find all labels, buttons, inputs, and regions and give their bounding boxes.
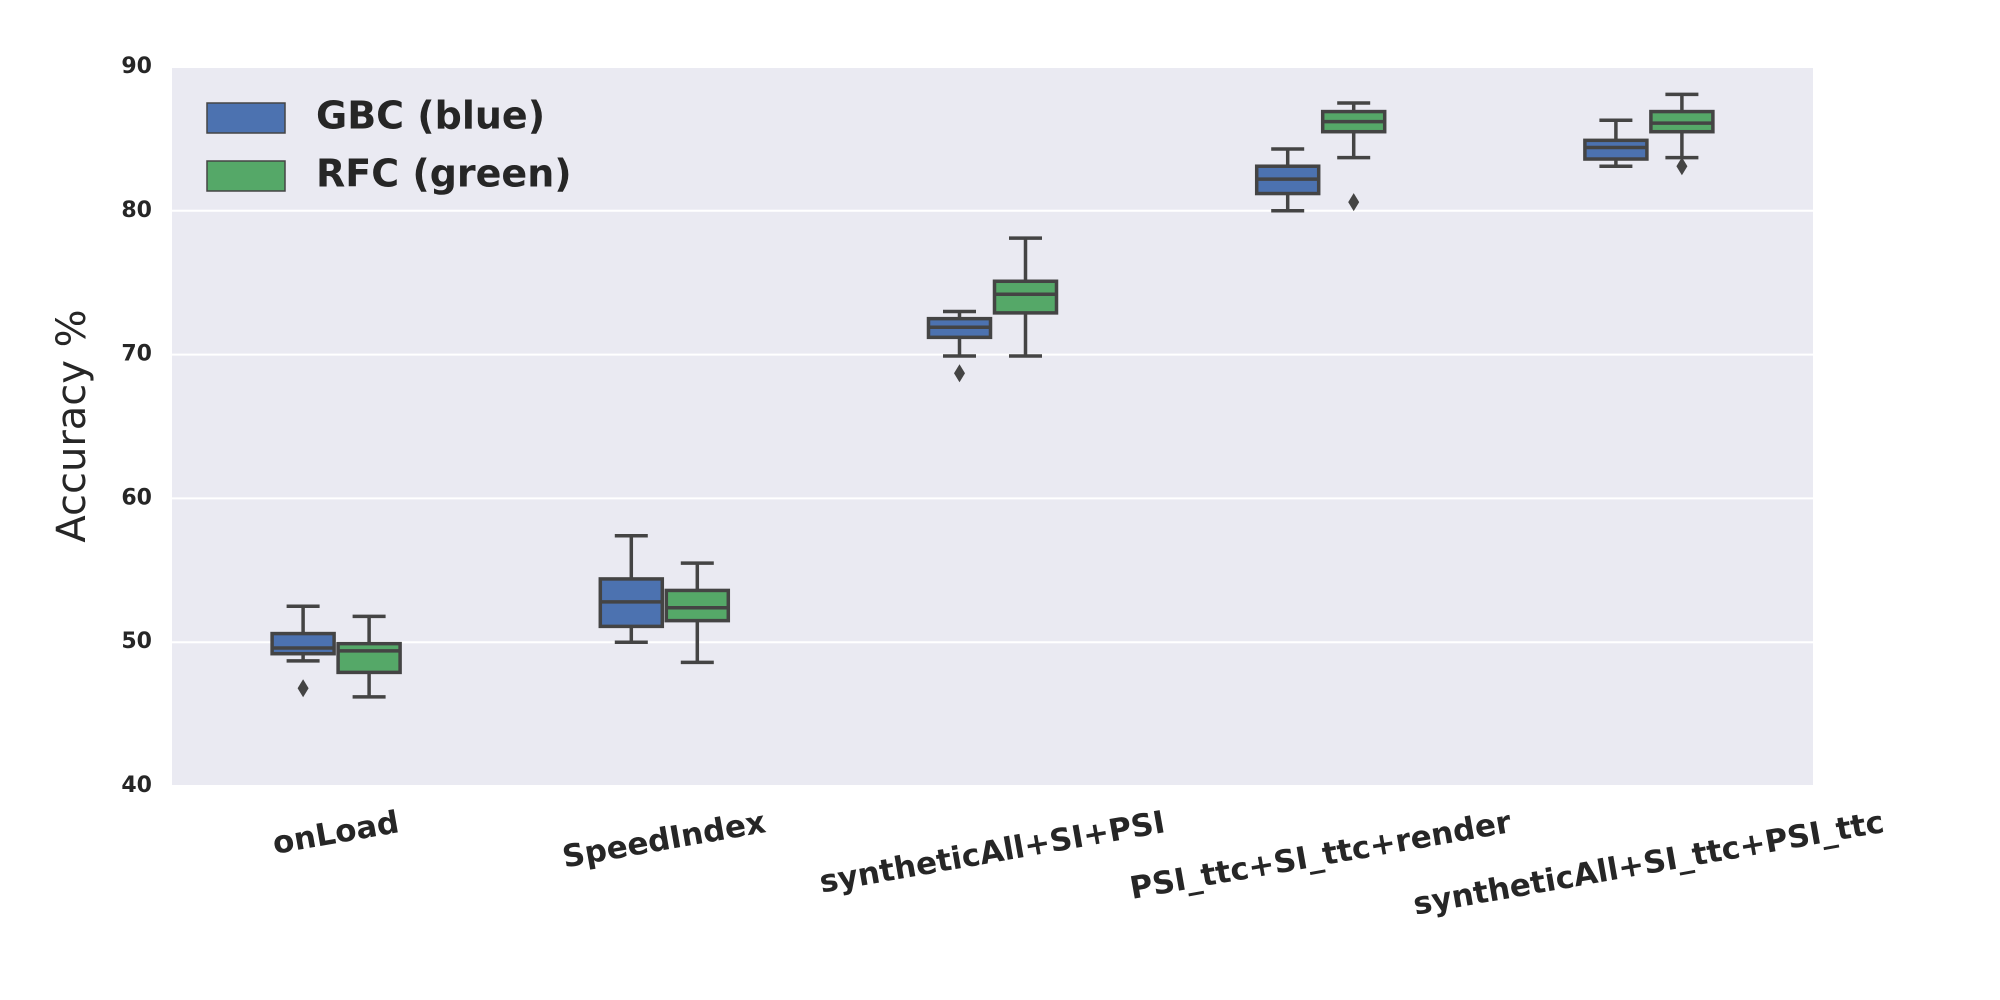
legend-swatch xyxy=(206,160,286,192)
legend-swatch xyxy=(206,102,286,134)
y-tick-label: 90 xyxy=(121,54,152,79)
outlier xyxy=(954,364,965,383)
y-tick-label: 50 xyxy=(121,629,152,654)
y-tick-label: 80 xyxy=(121,198,152,223)
box xyxy=(270,631,336,656)
box xyxy=(664,588,731,623)
legend-label: GBC (blue) xyxy=(316,94,545,138)
outlier xyxy=(297,679,309,698)
y-tick-label: 70 xyxy=(121,342,152,367)
plot-area xyxy=(172,67,1813,786)
x-tick-label: SpeedIndex xyxy=(560,804,769,875)
legend-label: RFC (green) xyxy=(316,152,572,196)
box xyxy=(992,279,1059,315)
x-tick-label: syntheticAll+SI+PSI xyxy=(817,804,1168,900)
outlier xyxy=(1348,193,1360,212)
box xyxy=(336,641,402,675)
box xyxy=(1583,138,1649,161)
y-tick-label: 60 xyxy=(121,485,152,510)
outlier xyxy=(1676,157,1688,176)
y-tick-label: 40 xyxy=(121,773,152,798)
x-tick-label: onLoad xyxy=(270,804,402,862)
y-axis-label: Accuracy % xyxy=(49,309,95,542)
